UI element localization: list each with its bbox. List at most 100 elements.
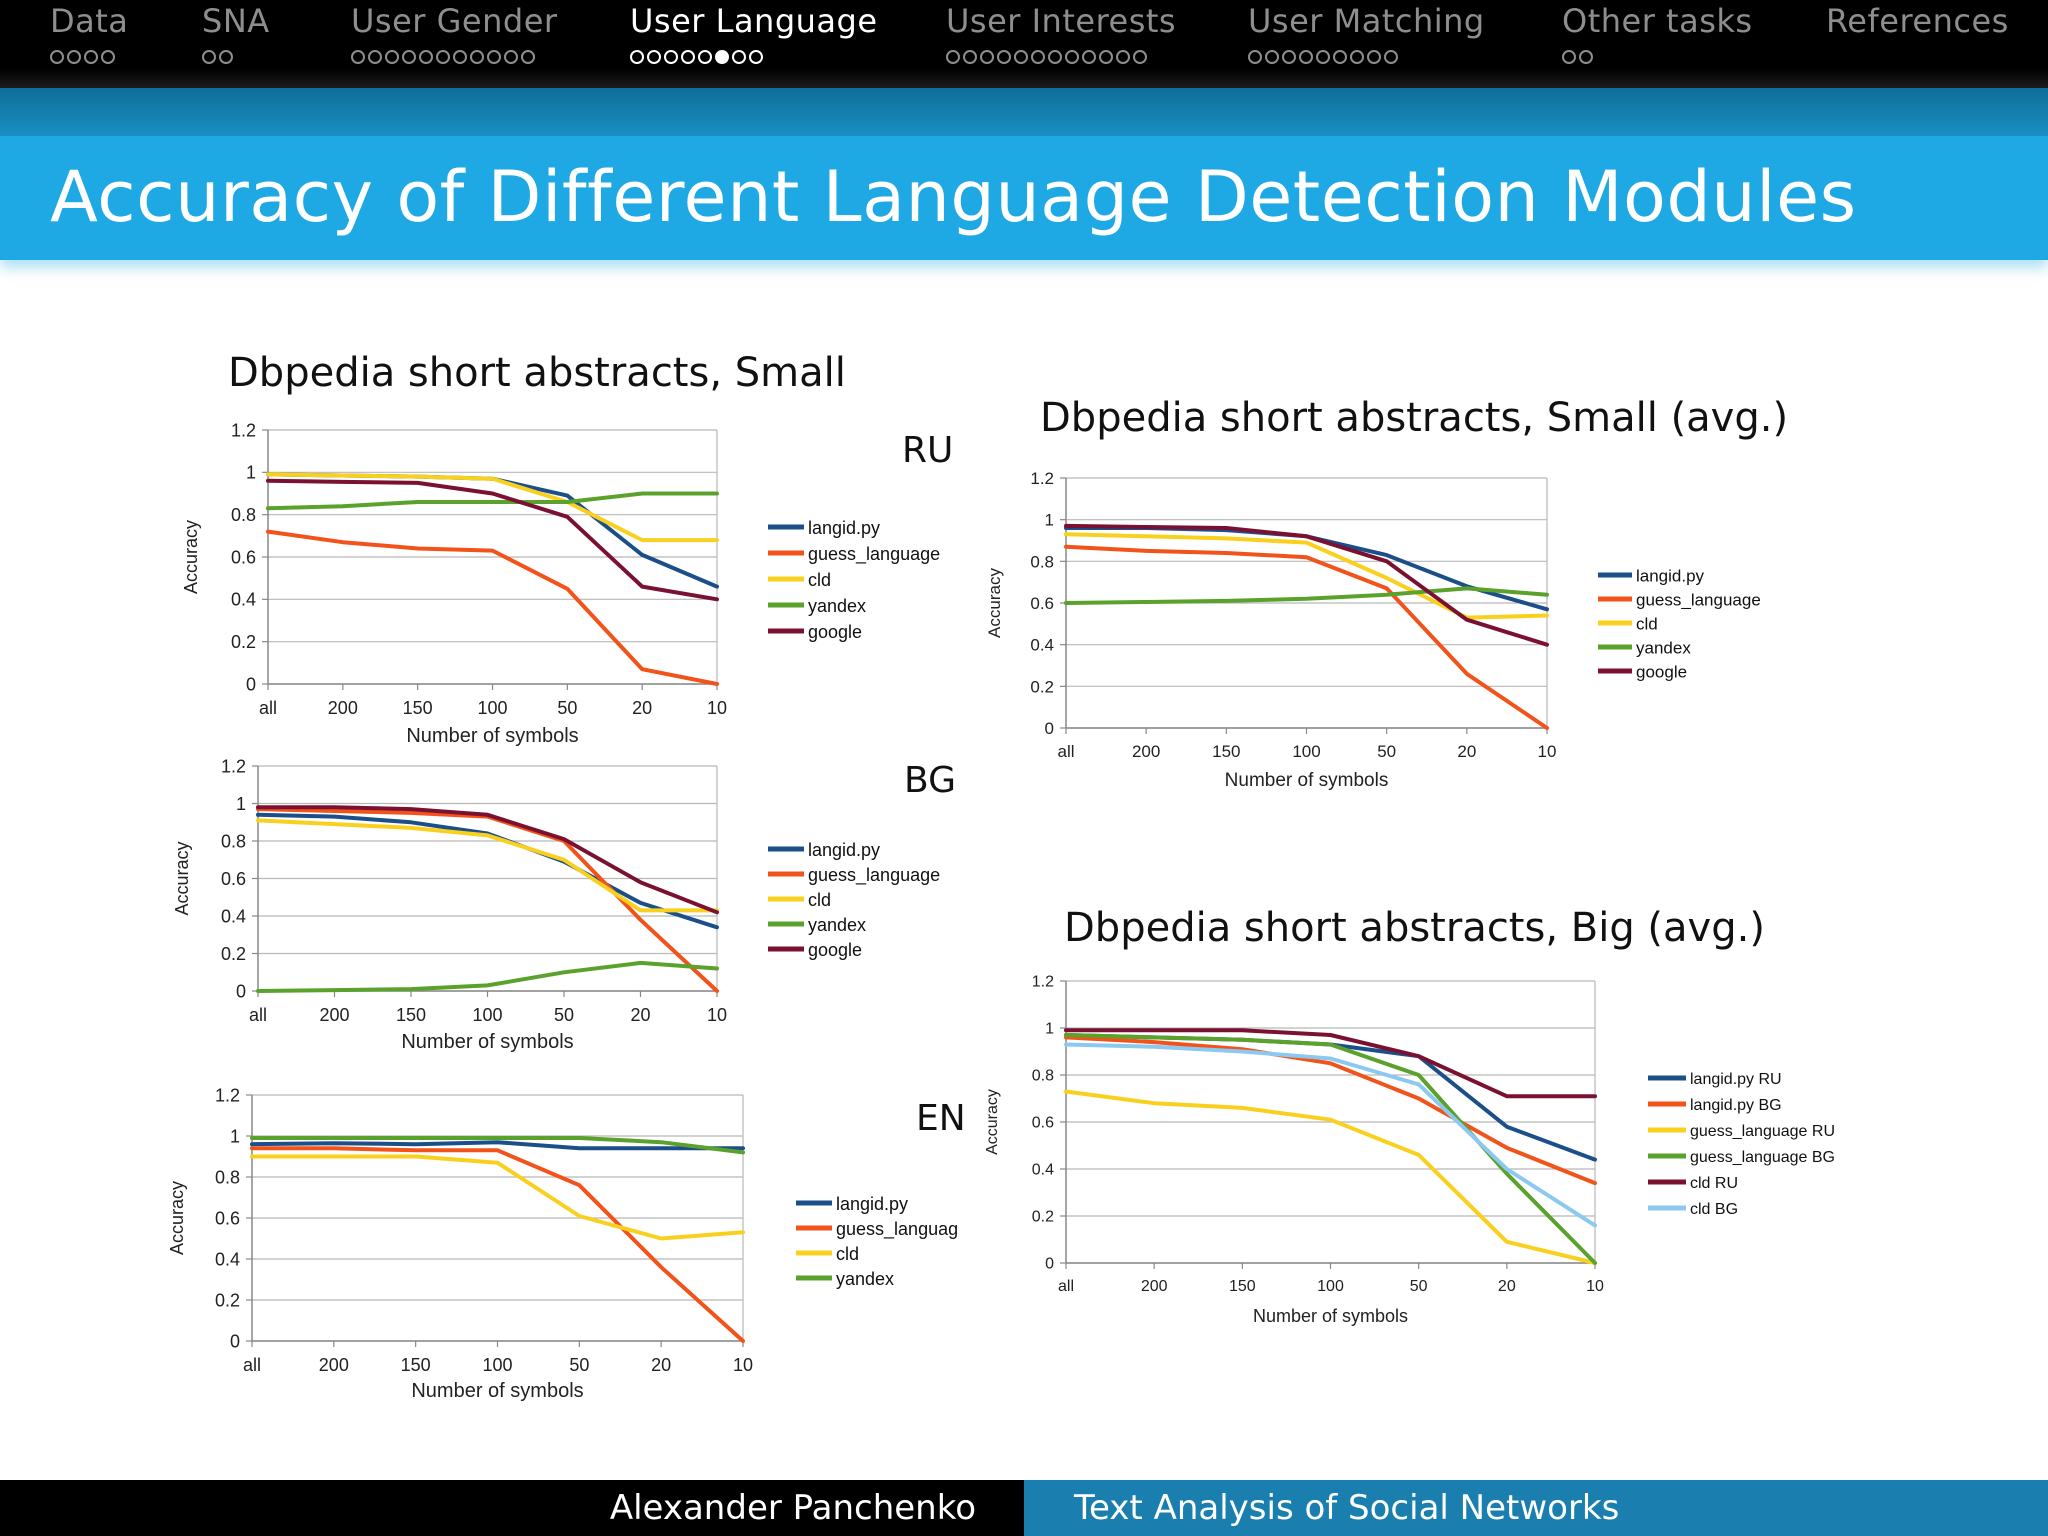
nav-frame-dot[interactable]	[749, 49, 763, 64]
nav-frame-dot[interactable]	[715, 49, 729, 64]
nav-section-other-tasks[interactable]: Other tasks	[1562, 2, 1753, 68]
nav-frame-dot[interactable]	[946, 49, 960, 64]
footer-author-box: Alexander Panchenko	[0, 1480, 1024, 1536]
nav-section-dots	[202, 46, 270, 68]
series-line-cld	[266, 472, 719, 543]
y-tick-label: 0.2	[215, 1290, 240, 1310]
x-tick-label: 50	[569, 1355, 589, 1375]
x-tick-label: 20	[1498, 1278, 1516, 1295]
nav-frame-dot[interactable]	[521, 49, 535, 64]
series-line-langid-py-bg	[1064, 1035, 1597, 1186]
y-tick-label: 0.4	[1030, 636, 1054, 655]
y-tick-label: 1.2	[1030, 469, 1054, 488]
nav-section-label: User Interests	[946, 2, 1177, 40]
nav-frame-dot[interactable]	[101, 49, 115, 64]
legend-label: google	[808, 622, 862, 642]
y-tick-label: 0.2	[231, 632, 256, 652]
y-tick-label: 0.2	[221, 944, 246, 964]
nav-section-user-language[interactable]: User Language	[630, 2, 878, 68]
nav-frame-dot[interactable]	[698, 49, 712, 64]
nav-frame-dot[interactable]	[997, 49, 1011, 64]
series-line-google	[266, 478, 719, 602]
legend-label: cld	[1636, 614, 1658, 633]
nav-frame-dot[interactable]	[1265, 49, 1279, 64]
nav-frame-dot[interactable]	[436, 49, 450, 64]
x-tick-label: 50	[554, 1005, 574, 1025]
x-tick-label: 200	[1132, 742, 1160, 761]
nav-frame-dot[interactable]	[351, 49, 365, 64]
nav-frame-dot[interactable]	[487, 49, 501, 64]
nav-frame-dot[interactable]	[402, 49, 416, 64]
x-tick-label: 20	[651, 1355, 671, 1375]
nav-frame-dot[interactable]	[1579, 49, 1593, 64]
nav-section-sna[interactable]: SNA	[202, 2, 270, 68]
nav-frame-dot[interactable]	[1116, 49, 1130, 64]
nav-frame-dot[interactable]	[470, 49, 484, 64]
nav-frame-dot[interactable]	[50, 49, 64, 64]
legend-label: google	[808, 940, 862, 960]
y-tick-label: 1	[1045, 511, 1054, 530]
nav-frame-dot[interactable]	[1133, 49, 1147, 64]
nav-frame-dot[interactable]	[1333, 49, 1347, 64]
y-tick-label: 1.2	[221, 756, 246, 776]
nav-frame-dot[interactable]	[963, 49, 977, 64]
nav-frame-dot[interactable]	[1099, 49, 1113, 64]
nav-frame-dot[interactable]	[219, 49, 233, 64]
nav-frame-dot[interactable]	[1082, 49, 1096, 64]
y-tick-label: 0.8	[1030, 552, 1054, 571]
nav-frame-dot[interactable]	[1350, 49, 1364, 64]
nav-frame-dot[interactable]	[1316, 49, 1330, 64]
chart-en: 0 0.2 0.4 0.6 0.8 1 1.2 all 200 150 100 50 20 10 Numbe…	[167, 1085, 958, 1402]
nav-section-references[interactable]: References	[1826, 2, 2009, 68]
y-tick-label: 0.6	[221, 869, 246, 889]
nav-frame-dot[interactable]	[647, 49, 661, 64]
series-line-guess-language-bg	[1064, 1033, 1597, 1265]
nav-frame-dot[interactable]	[681, 49, 695, 64]
nav-frame-dot[interactable]	[1384, 49, 1398, 64]
legend-label: google	[1636, 662, 1687, 681]
nav-frame-dot[interactable]	[67, 49, 81, 64]
nav-frame-dot[interactable]	[1282, 49, 1296, 64]
y-tick-label: 0.4	[221, 906, 246, 926]
nav-frame-dot[interactable]	[385, 49, 399, 64]
y-tick-label: 1.2	[1032, 974, 1054, 991]
x-tick-label: 200	[319, 1005, 349, 1025]
nav-frame-dot[interactable]	[1248, 49, 1262, 64]
nav-frame-dot[interactable]	[84, 49, 98, 64]
series-line-google	[1064, 523, 1549, 647]
nav-frame-dot[interactable]	[1367, 49, 1381, 64]
nav-frame-dot[interactable]	[1299, 49, 1313, 64]
y-tick-label: 0.6	[231, 547, 256, 567]
nav-frame-dot[interactable]	[1048, 49, 1062, 64]
nav-frame-dot[interactable]	[504, 49, 518, 64]
x-tick-label: 200	[328, 698, 358, 718]
x-tick-label: 200	[319, 1355, 349, 1375]
nav-section-user-interests[interactable]: User Interests	[946, 2, 1176, 68]
nav-frame-dot[interactable]	[1031, 49, 1045, 64]
nav-section-user-gender[interactable]: User Gender	[351, 2, 558, 68]
nav-frame-dot[interactable]	[202, 49, 216, 64]
nav-frame-dot[interactable]	[732, 49, 746, 64]
nav-frame-dot[interactable]	[1065, 49, 1079, 64]
footer: Alexander Panchenko Text Analysis of Soc…	[0, 1480, 2048, 1536]
legend-label: cld	[836, 1244, 859, 1264]
nav-frame-dot[interactable]	[368, 49, 382, 64]
x-tick-label: 20	[630, 1005, 650, 1025]
nav-frame-dot[interactable]	[664, 49, 678, 64]
nav-frame-dot[interactable]	[1014, 49, 1028, 64]
nav-frame-dot[interactable]	[1562, 49, 1576, 64]
panel-small-title: Dbpedia short abstracts, Small	[228, 350, 846, 396]
nav-frame-dot[interactable]	[419, 49, 433, 64]
nav-frame-dot[interactable]	[980, 49, 994, 64]
nav-section-user-matching[interactable]: User Matching	[1248, 2, 1485, 68]
y-tick-label: 0.8	[215, 1167, 240, 1187]
nav-frame-dot[interactable]	[630, 49, 644, 64]
y-tick-label: 0.2	[1032, 1209, 1054, 1226]
nav-frame-dot[interactable]	[453, 49, 467, 64]
nav-section-data[interactable]: Data	[50, 2, 128, 68]
series-line-guess-languag	[250, 1146, 745, 1343]
nav-section-label: References	[1826, 2, 2009, 40]
x-tick-label: 100	[472, 1005, 502, 1025]
x-tick-label: 150	[396, 1005, 426, 1025]
